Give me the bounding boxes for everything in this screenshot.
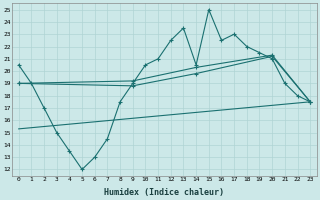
X-axis label: Humidex (Indice chaleur): Humidex (Indice chaleur) [104, 188, 224, 197]
